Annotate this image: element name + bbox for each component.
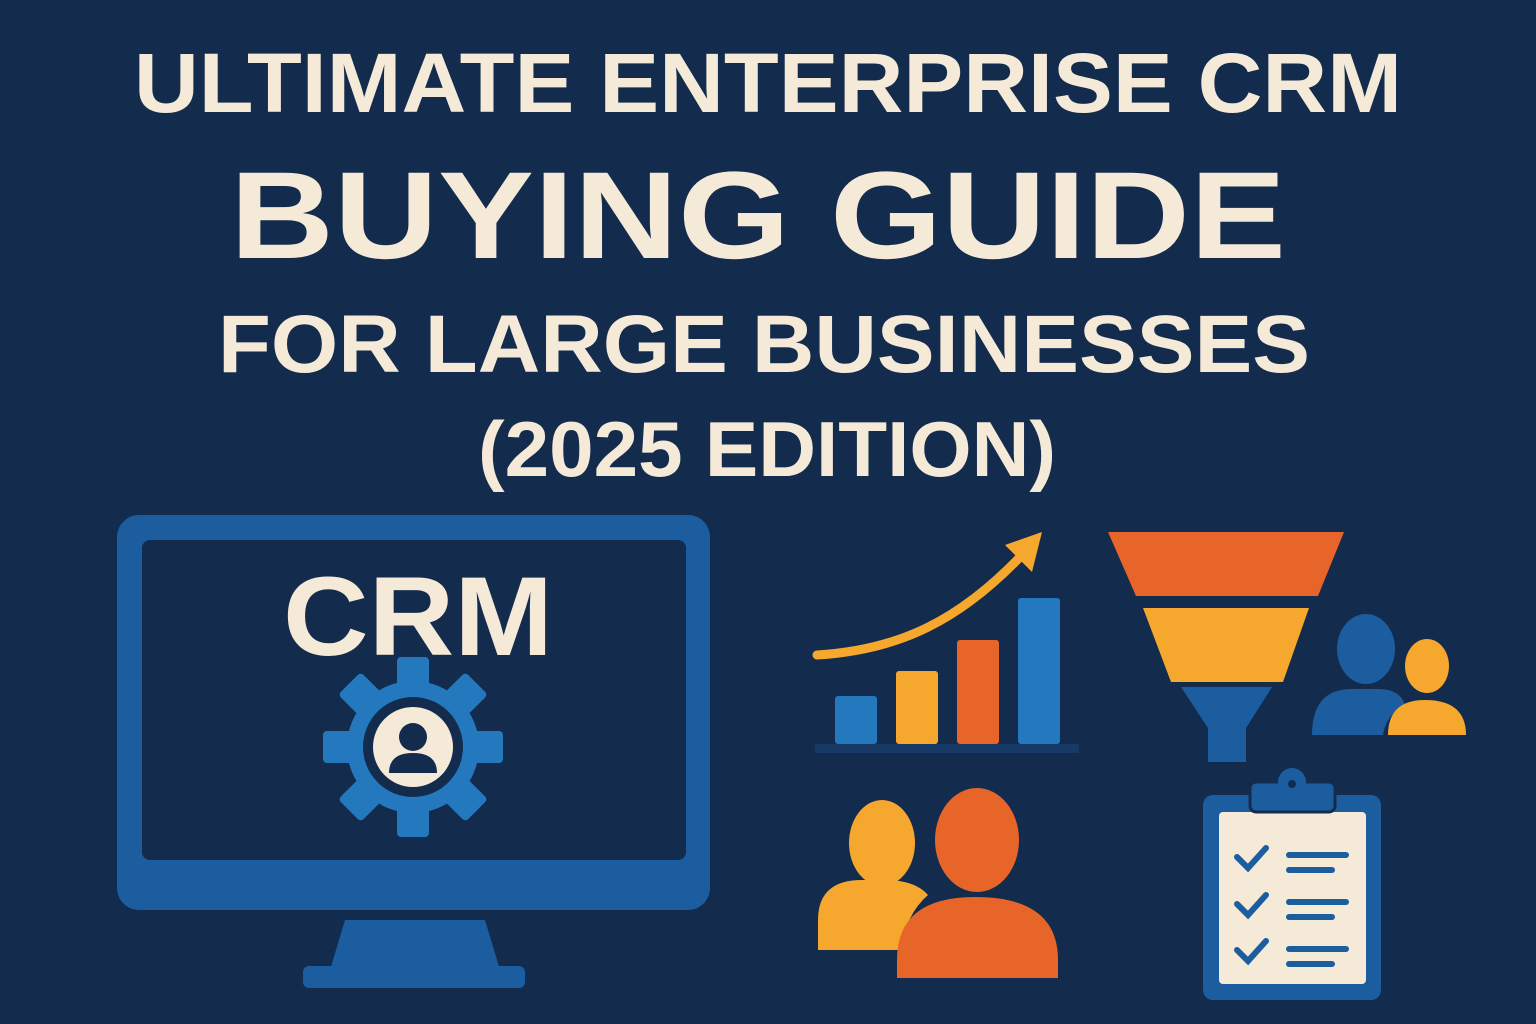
gear-user-icon (323, 657, 503, 837)
title-line-2: BUYING GUIDE (230, 147, 1286, 285)
checklist-clipboard-icon (1203, 768, 1381, 1000)
title-line-1: ULTIMATE ENTERPRISE CRM (134, 36, 1402, 130)
growth-bar-chart-icon (812, 532, 1079, 753)
sales-funnel-icon (1108, 532, 1344, 762)
people-icon (818, 788, 1058, 978)
title-line-3: FOR LARGE BUSINESSES (218, 299, 1310, 390)
team-icon (1312, 614, 1466, 735)
monitor-icon: CRM (117, 515, 710, 988)
title-line-4: (2025 EDITION) (478, 405, 1056, 493)
